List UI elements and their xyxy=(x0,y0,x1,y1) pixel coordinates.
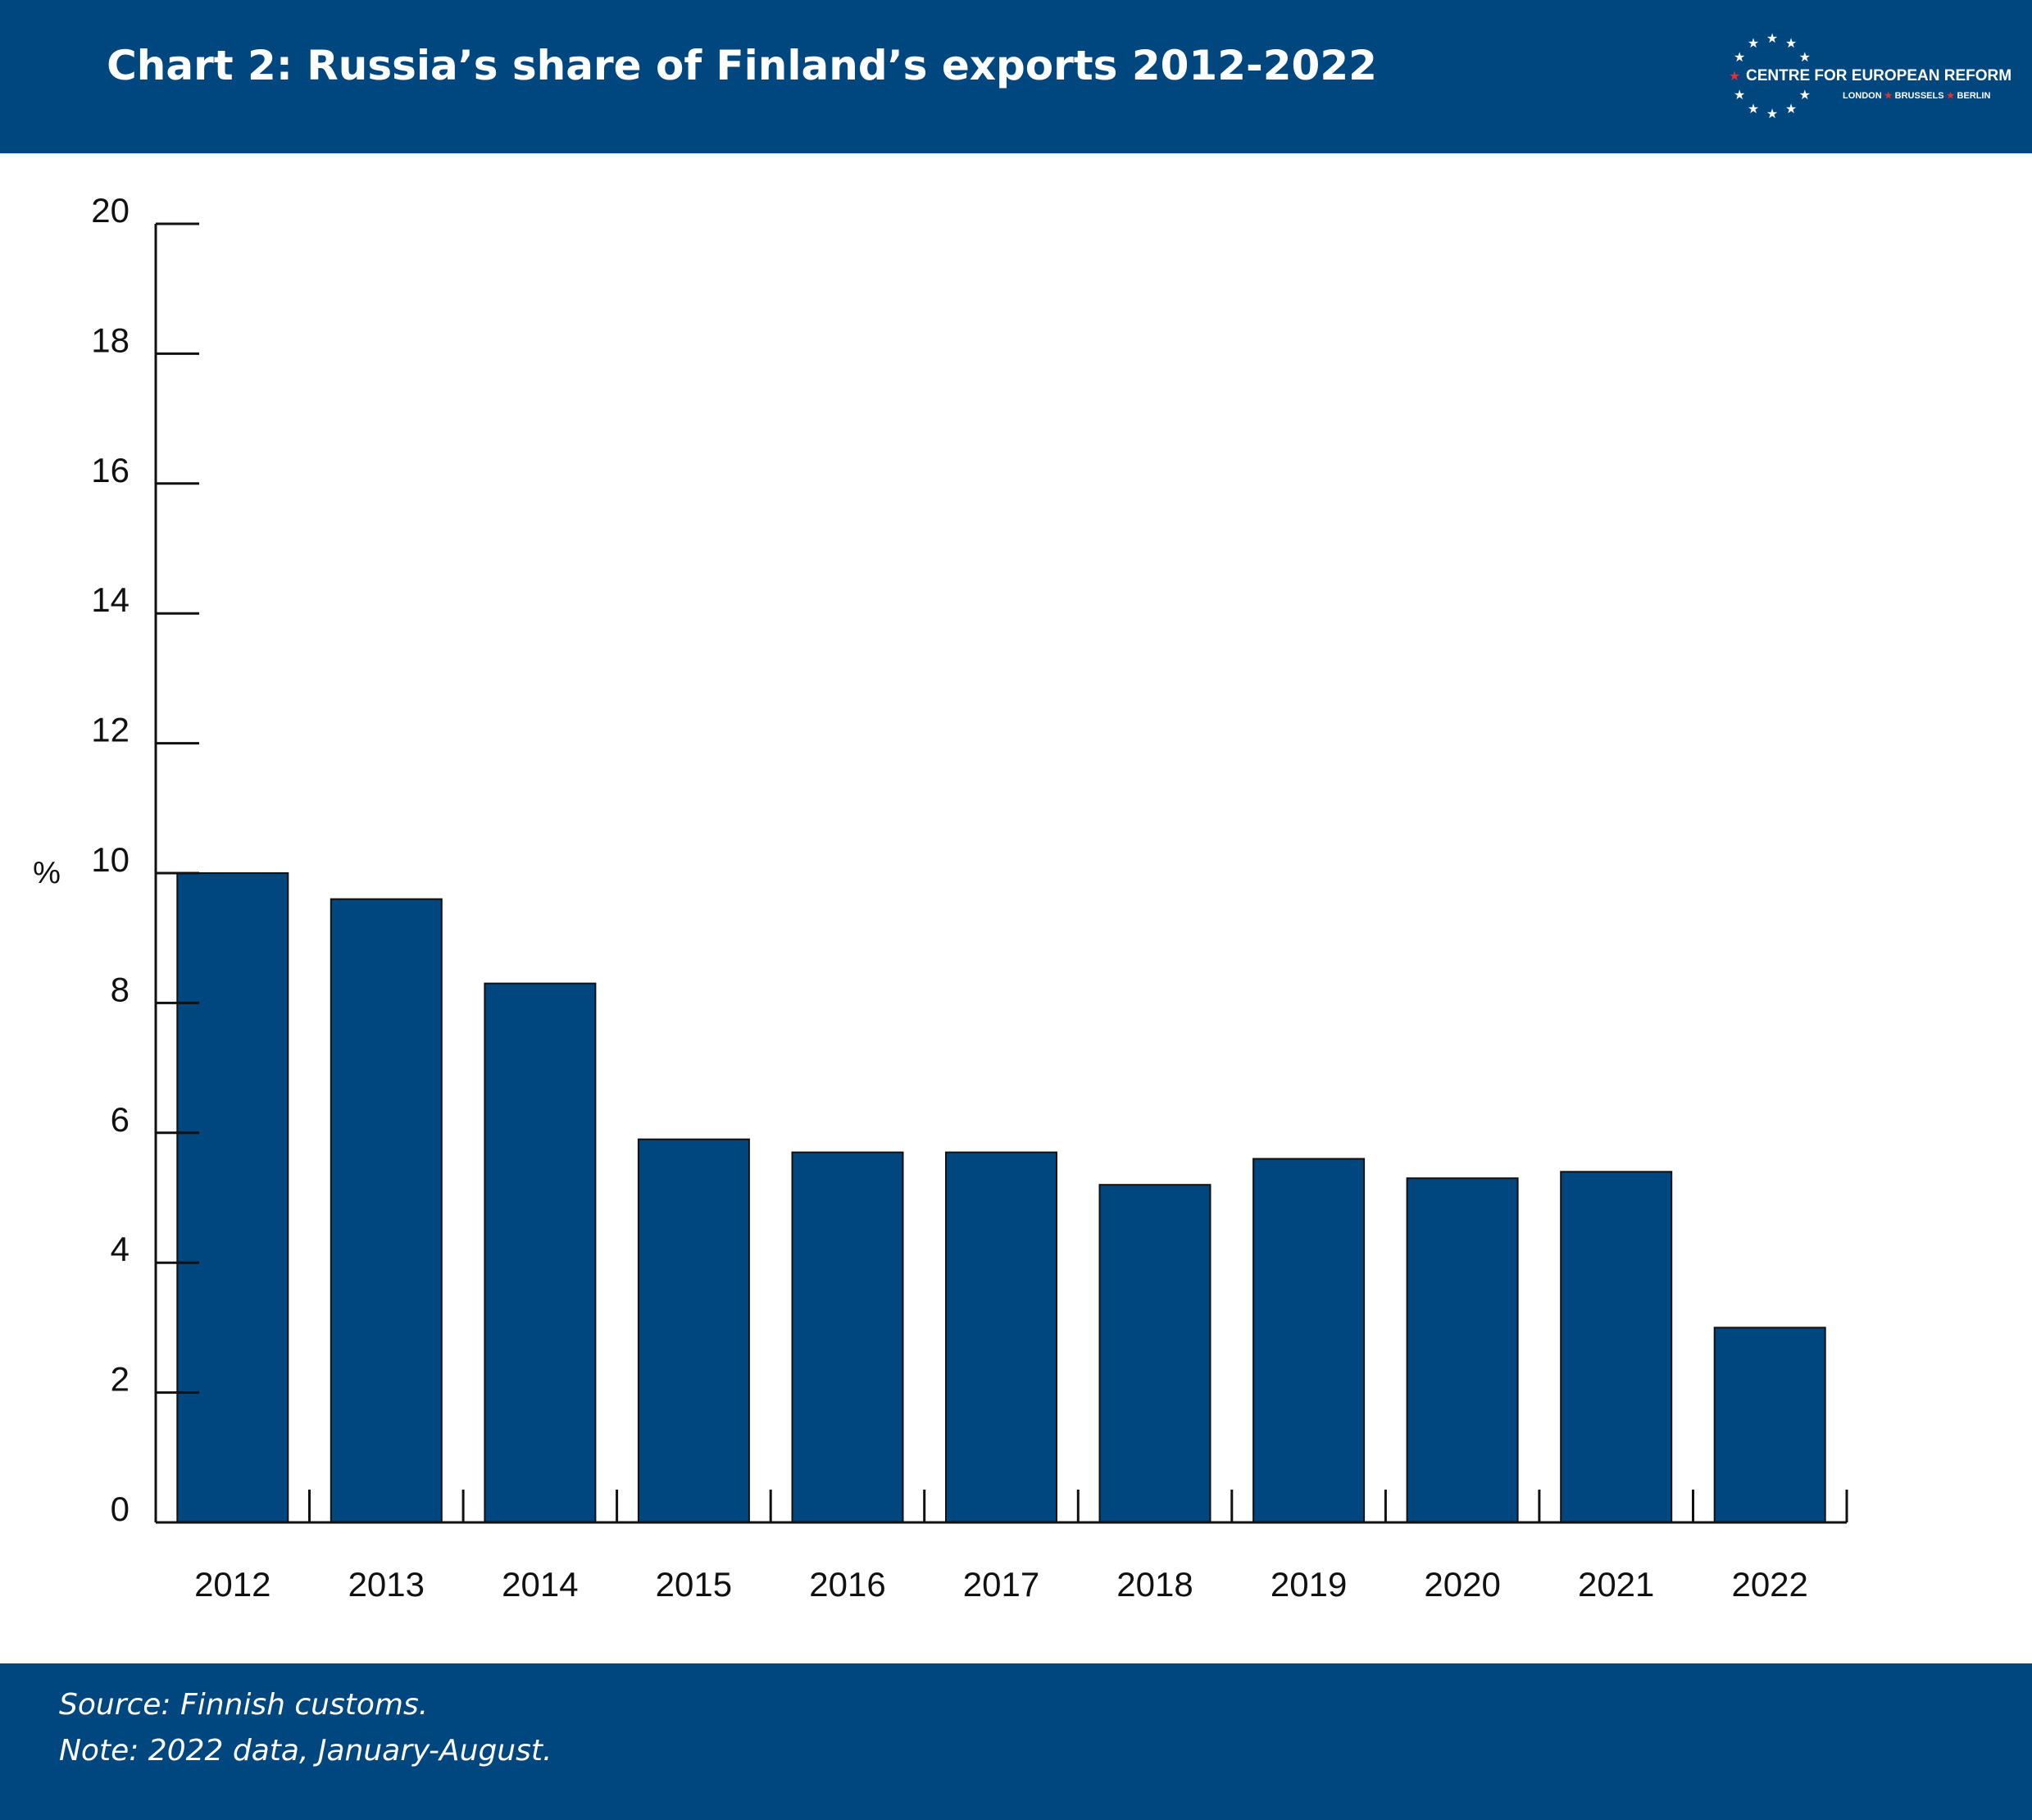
bar-2015 xyxy=(637,1138,750,1523)
logo-city-berlin: BERLIN xyxy=(1957,91,1991,101)
logo-star-icon: ★ xyxy=(1729,70,1740,84)
footer-banner: Source: Finnish customs. Note: 2022 data… xyxy=(0,1663,2032,1820)
logo-star-icon: ★ xyxy=(1734,51,1745,65)
data-note: Note: 2022 data, January-August. xyxy=(59,1734,552,1768)
x-tick-label-2021: 2021 xyxy=(1578,1565,1654,1604)
chart-title: Chart 2: Russia’s share of Finland’s exp… xyxy=(107,42,1377,89)
y-tick-label-20: 20 xyxy=(91,191,130,230)
y-tick-label-14: 14 xyxy=(91,580,130,619)
bar-2016 xyxy=(791,1151,904,1523)
source-note: Source: Finnish customs. xyxy=(59,1688,429,1722)
x-tick-label-2012: 2012 xyxy=(194,1565,270,1604)
y-tick-label-18: 18 xyxy=(91,321,130,359)
y-tick-label-8: 8 xyxy=(111,970,130,1008)
logo-star-ring: ★ ★★★★★★★★★★ xyxy=(1729,32,1811,121)
logo-city-separator-icon: ★ xyxy=(1882,91,1895,101)
logo-star-icon: ★ xyxy=(1766,32,1778,46)
y-tick-label-12: 12 xyxy=(91,711,130,749)
bar-2018 xyxy=(1098,1184,1211,1523)
logo-star-icon: ★ xyxy=(1799,89,1811,102)
chart-area: 2012 2013 2014 2015 2016 2017 2018 2019 2020 2021… xyxy=(0,153,2032,1663)
logo-star-icon: ★ xyxy=(1785,102,1797,116)
bar-2013 xyxy=(330,898,443,1523)
y-tick-label-2: 2 xyxy=(111,1360,130,1399)
logo-city-separator-icon: ★ xyxy=(1944,91,1957,101)
y-tick-label-4: 4 xyxy=(111,1230,130,1268)
logo-star-icon: ★ xyxy=(1799,51,1811,65)
x-tick-label-2022: 2022 xyxy=(1731,1565,1807,1604)
bar-2017 xyxy=(945,1151,1057,1523)
bar-2021 xyxy=(1560,1171,1673,1524)
x-tick-label-2016: 2016 xyxy=(809,1565,885,1604)
x-tick-label-2020: 2020 xyxy=(1424,1565,1500,1604)
x-tick-label-2017: 2017 xyxy=(963,1565,1039,1604)
logo-star-icon: ★ xyxy=(1734,89,1745,102)
bar-2020 xyxy=(1406,1177,1519,1523)
logo-org-name: CENTRE FOR EUROPEAN REFORM xyxy=(1746,67,2012,84)
x-tick-label-2014: 2014 xyxy=(502,1565,578,1604)
logo-star-icon: ★ xyxy=(1785,37,1797,51)
logo-star-icon: ★ xyxy=(1748,102,1759,116)
logo-city-london: LONDON xyxy=(1843,91,1882,101)
x-tick-label-2015: 2015 xyxy=(656,1565,732,1604)
y-tick-label-16: 16 xyxy=(91,451,130,489)
logo-star-icon: ★ xyxy=(1766,107,1778,121)
cer-logo: ★ ★★★★★★★★★★ CENTRE FOR EUROPEAN REFORM L… xyxy=(1729,32,2012,121)
y-tick-label-6: 6 xyxy=(111,1100,130,1139)
bar-2022 xyxy=(1713,1326,1826,1524)
y-tick-label-10: 10 xyxy=(91,840,130,879)
bar-2012 xyxy=(176,872,289,1523)
bar-2019 xyxy=(1252,1158,1366,1523)
x-tick-label-2019: 2019 xyxy=(1271,1565,1347,1604)
y-axis-label: % xyxy=(33,856,61,890)
x-tick-label-2013: 2013 xyxy=(348,1565,425,1604)
header-banner: Chart 2: Russia’s share of Finland’s exp… xyxy=(0,0,2032,153)
bar-2014 xyxy=(484,982,597,1523)
logo-city-brussels: BRUSSELS xyxy=(1895,91,1944,101)
logo-cities: LONDON ★ BRUSSELS ★ BERLIN xyxy=(1843,91,1991,101)
bar-chart: 2012 2013 2014 2015 2016 2017 2018 2019 2020 2021… xyxy=(33,191,1848,1604)
y-tick-label-0: 0 xyxy=(111,1490,130,1528)
logo-star-icon: ★ xyxy=(1748,37,1759,51)
x-tick-label-2018: 2018 xyxy=(1116,1565,1193,1604)
